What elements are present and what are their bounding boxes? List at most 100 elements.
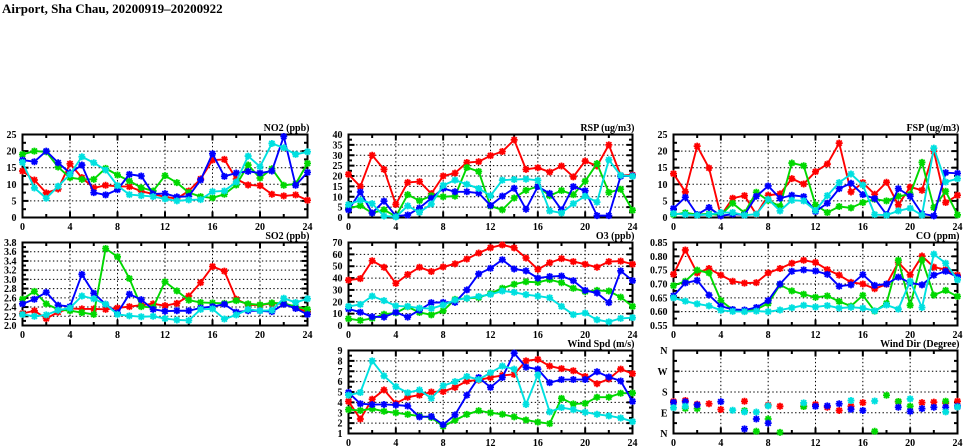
svg-text:0.75: 0.75 bbox=[650, 266, 668, 277]
svg-text:8: 8 bbox=[766, 330, 771, 341]
svg-text:4: 4 bbox=[393, 438, 398, 447]
svg-text:30: 30 bbox=[333, 151, 343, 162]
svg-text:20: 20 bbox=[333, 172, 343, 183]
svg-text:0: 0 bbox=[346, 330, 351, 341]
svg-text:20: 20 bbox=[580, 222, 590, 233]
svg-text:3.0: 3.0 bbox=[4, 275, 17, 286]
svg-text:3: 3 bbox=[338, 408, 343, 419]
svg-text:24: 24 bbox=[628, 222, 638, 233]
svg-text:12: 12 bbox=[486, 438, 496, 447]
svg-text:20: 20 bbox=[658, 147, 668, 158]
svg-text:20: 20 bbox=[905, 438, 915, 447]
svg-text:24: 24 bbox=[303, 330, 313, 341]
svg-text:4: 4 bbox=[393, 222, 398, 233]
svg-text:20: 20 bbox=[905, 330, 915, 341]
svg-text:0.70: 0.70 bbox=[650, 280, 668, 291]
svg-text:4: 4 bbox=[718, 222, 723, 233]
svg-text:12: 12 bbox=[160, 222, 170, 233]
svg-text:W: W bbox=[658, 367, 668, 378]
svg-text:0.60: 0.60 bbox=[650, 307, 668, 318]
svg-text:15: 15 bbox=[658, 163, 668, 174]
svg-text:16: 16 bbox=[208, 330, 218, 341]
svg-text:4: 4 bbox=[718, 438, 723, 447]
svg-text:0: 0 bbox=[671, 222, 676, 233]
svg-text:5: 5 bbox=[12, 196, 17, 207]
svg-text:40: 40 bbox=[333, 130, 343, 141]
svg-text:40: 40 bbox=[333, 274, 343, 285]
svg-text:5: 5 bbox=[338, 203, 343, 214]
svg-text:25: 25 bbox=[658, 130, 668, 141]
svg-text:10: 10 bbox=[333, 309, 343, 320]
svg-text:N: N bbox=[660, 429, 668, 440]
svg-text:Wind Spd (m/s): Wind Spd (m/s) bbox=[567, 339, 634, 350]
svg-text:8: 8 bbox=[766, 222, 771, 233]
svg-text:5: 5 bbox=[663, 196, 668, 207]
svg-text:16: 16 bbox=[208, 222, 218, 233]
svg-text:0: 0 bbox=[671, 330, 676, 341]
svg-text:0: 0 bbox=[20, 222, 25, 233]
svg-text:60: 60 bbox=[333, 250, 343, 261]
svg-text:Airport, Sha Chau, 20200919–20: Airport, Sha Chau, 20200919–20200922 bbox=[2, 1, 223, 16]
svg-text:20: 20 bbox=[580, 438, 590, 447]
svg-text:10: 10 bbox=[333, 192, 343, 203]
svg-text:16: 16 bbox=[858, 330, 868, 341]
svg-text:25: 25 bbox=[7, 130, 17, 141]
svg-text:10: 10 bbox=[7, 180, 17, 191]
svg-text:Wind Dir (Degree): Wind Dir (Degree) bbox=[880, 339, 959, 350]
svg-text:4: 4 bbox=[338, 398, 343, 409]
svg-text:4: 4 bbox=[68, 330, 73, 341]
svg-text:16: 16 bbox=[858, 438, 868, 447]
svg-text:24: 24 bbox=[628, 330, 638, 341]
svg-text:0: 0 bbox=[338, 213, 343, 224]
svg-text:8: 8 bbox=[338, 356, 343, 367]
svg-text:2.6: 2.6 bbox=[4, 293, 17, 304]
svg-text:0: 0 bbox=[346, 222, 351, 233]
svg-text:12: 12 bbox=[486, 222, 496, 233]
svg-text:16: 16 bbox=[858, 222, 868, 233]
svg-text:2.2: 2.2 bbox=[4, 312, 17, 323]
svg-text:3.2: 3.2 bbox=[4, 266, 17, 277]
svg-text:RSP (ug/m3): RSP (ug/m3) bbox=[580, 123, 634, 134]
svg-text:FSP (ug/m3): FSP (ug/m3) bbox=[906, 123, 959, 134]
svg-text:3.6: 3.6 bbox=[4, 247, 17, 258]
svg-text:16: 16 bbox=[533, 222, 543, 233]
svg-text:12: 12 bbox=[160, 330, 170, 341]
svg-text:4: 4 bbox=[393, 330, 398, 341]
svg-text:20: 20 bbox=[333, 297, 343, 308]
svg-text:3.4: 3.4 bbox=[4, 256, 17, 267]
svg-text:10: 10 bbox=[658, 180, 668, 191]
svg-text:6: 6 bbox=[338, 377, 343, 388]
svg-text:9: 9 bbox=[338, 346, 343, 357]
svg-text:24: 24 bbox=[953, 222, 963, 233]
svg-text:20: 20 bbox=[580, 330, 590, 341]
svg-text:NO2 (ppb): NO2 (ppb) bbox=[264, 123, 310, 134]
svg-text:24: 24 bbox=[953, 330, 963, 341]
svg-text:20: 20 bbox=[905, 222, 915, 233]
svg-text:20: 20 bbox=[7, 147, 17, 158]
svg-text:2.0: 2.0 bbox=[4, 321, 17, 332]
svg-text:70: 70 bbox=[333, 238, 343, 249]
svg-text:0: 0 bbox=[338, 321, 343, 332]
svg-text:16: 16 bbox=[533, 438, 543, 447]
svg-text:0: 0 bbox=[20, 330, 25, 341]
svg-text:15: 15 bbox=[7, 163, 17, 174]
svg-text:4: 4 bbox=[68, 222, 73, 233]
svg-text:0: 0 bbox=[671, 438, 676, 447]
svg-text:8: 8 bbox=[115, 330, 120, 341]
svg-text:0.80: 0.80 bbox=[650, 252, 668, 263]
svg-text:24: 24 bbox=[303, 222, 313, 233]
svg-text:E: E bbox=[661, 408, 668, 419]
svg-text:12: 12 bbox=[486, 330, 496, 341]
svg-text:20: 20 bbox=[255, 222, 265, 233]
svg-text:S: S bbox=[662, 388, 668, 399]
svg-text:2: 2 bbox=[338, 419, 343, 430]
svg-text:2.8: 2.8 bbox=[4, 284, 17, 295]
svg-text:8: 8 bbox=[441, 438, 446, 447]
svg-text:0.85: 0.85 bbox=[650, 238, 668, 249]
svg-text:12: 12 bbox=[811, 330, 821, 341]
svg-text:2.4: 2.4 bbox=[4, 303, 17, 314]
svg-text:0.55: 0.55 bbox=[650, 321, 668, 332]
svg-text:16: 16 bbox=[533, 330, 543, 341]
svg-text:1: 1 bbox=[338, 429, 343, 440]
svg-text:4: 4 bbox=[718, 330, 723, 341]
